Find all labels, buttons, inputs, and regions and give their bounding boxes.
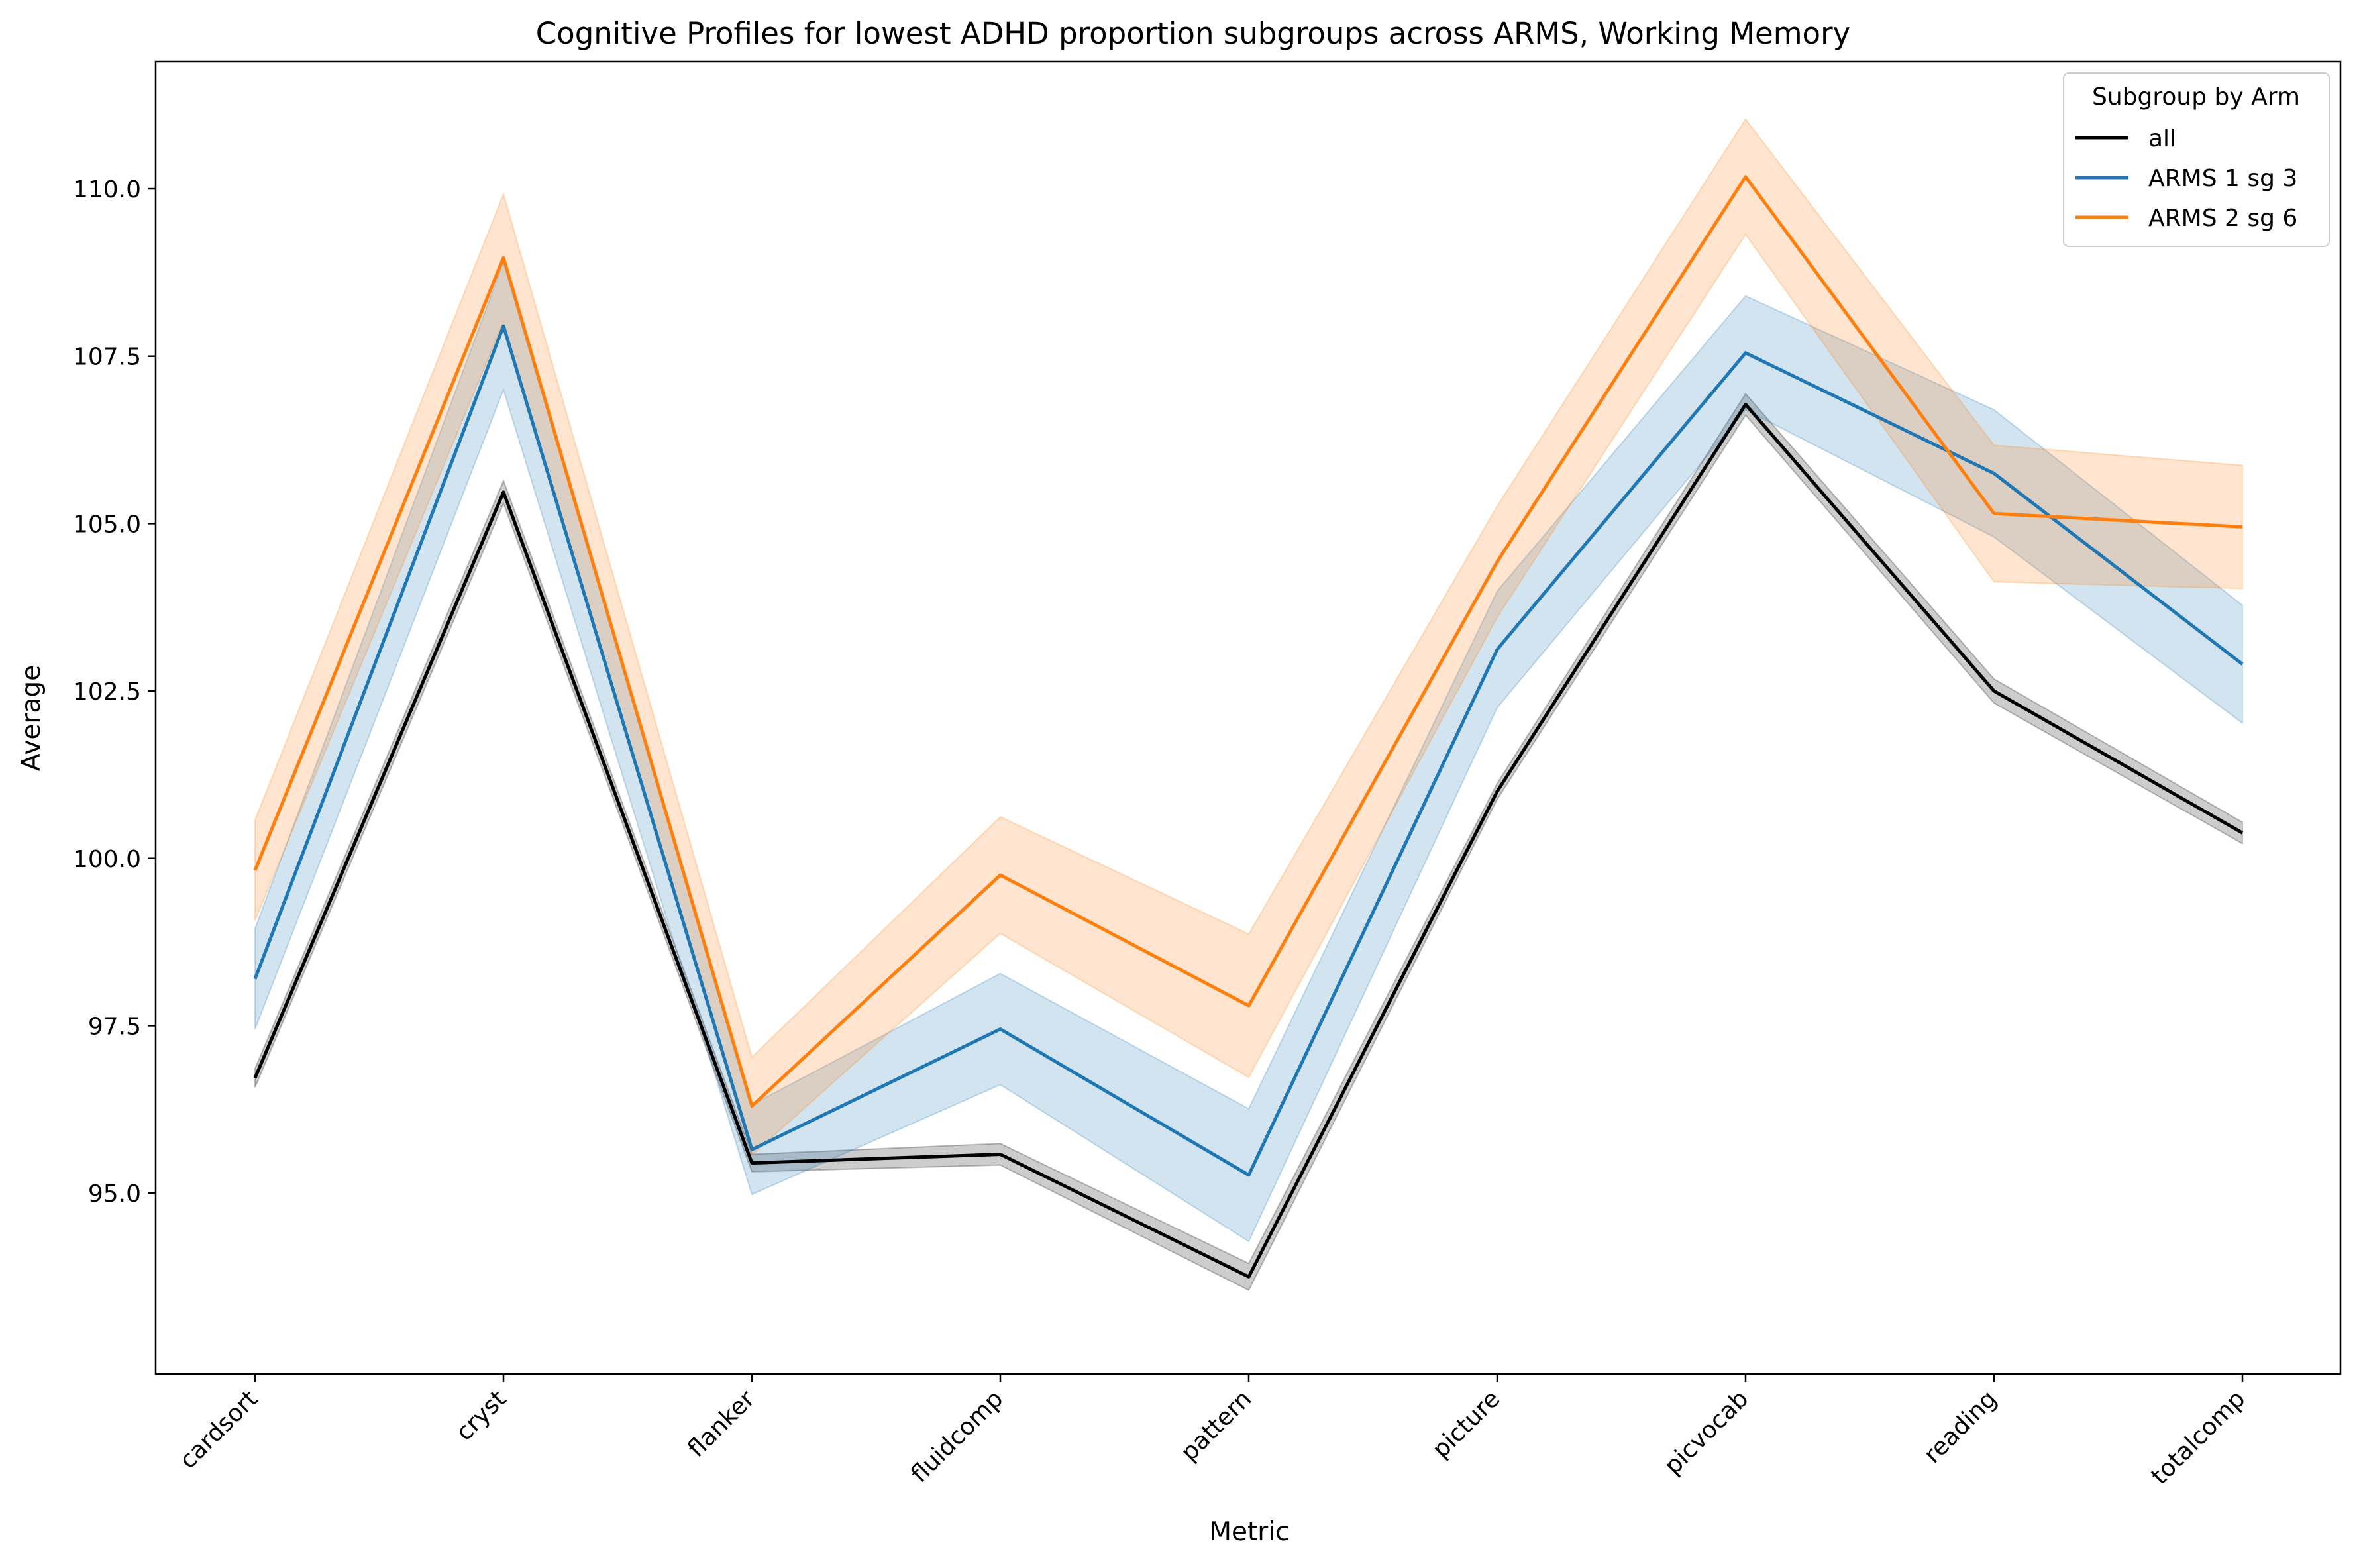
legend-label: all (2148, 125, 2176, 152)
band-arms-1-sg-3 (254, 260, 2243, 1243)
line-arms-2-sg-6 (253, 175, 2243, 1108)
x-axis-label: Metric (1209, 1517, 1289, 1547)
band-arms-2-sg-6 (254, 118, 2243, 1157)
legend-title: Subgroup by Arm (2092, 83, 2300, 111)
legend-box (2063, 72, 2330, 247)
chart-title: Cognitive Profiles for lowest ADHD propo… (536, 16, 1850, 51)
line-all (253, 403, 2244, 1279)
y-tick-label: 95.0 (88, 1180, 141, 1208)
series-lines (253, 175, 2244, 1279)
legend-entries: all ARMS 1 sg 3 ARMS 2 sg 6 (2075, 125, 2297, 232)
legend-label: ARMS 2 sg 6 (2148, 205, 2297, 232)
y-tick-label: 107.5 (73, 344, 141, 371)
legend: Subgroup by Arm all ARMS 1 sg 3 ARMS 2 sg … (2063, 72, 2330, 247)
y-tick-label: 110.0 (73, 176, 141, 203)
y-tick-label: 100.0 (73, 846, 141, 873)
band-all (254, 392, 2243, 1292)
y-tick-label: 97.5 (88, 1013, 141, 1040)
y-tick-label: 102.5 (73, 678, 141, 706)
y-tick-label: 105.0 (73, 511, 141, 538)
confidence-bands (254, 118, 2243, 1292)
y-axis-label: Average (17, 665, 46, 771)
y-axis: 95.0 97.5 100.0 102.5 105.0 107.5 110.0 (73, 176, 156, 1208)
line-arms-1-sg-3 (253, 324, 2244, 1177)
legend-label: ARMS 1 sg 3 (2148, 165, 2297, 192)
